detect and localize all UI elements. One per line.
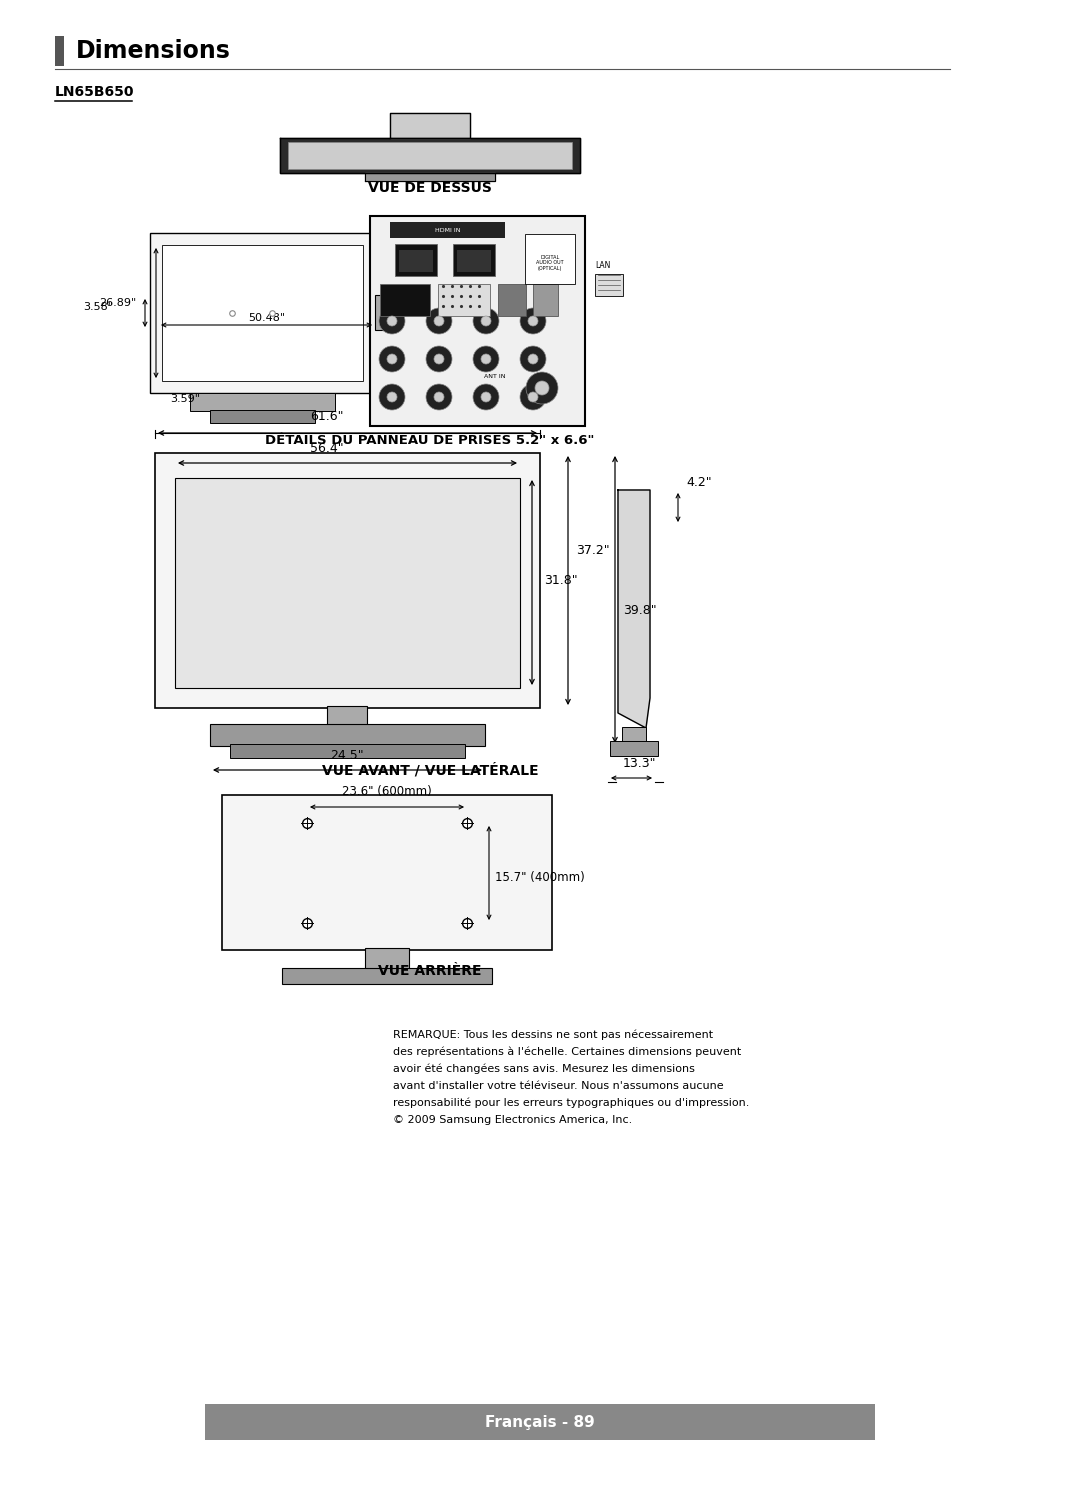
- Bar: [282, 969, 492, 984]
- Text: DÉTAILS DU PANNEAU DE PRISES 5.2" x 6.6": DÉTAILS DU PANNEAU DE PRISES 5.2" x 6.6": [266, 433, 595, 446]
- Text: 15.7" (400mm): 15.7" (400mm): [495, 872, 584, 884]
- Text: HDMI IN: HDMI IN: [435, 228, 461, 232]
- Text: Français - 89: Français - 89: [485, 1415, 595, 1430]
- Circle shape: [379, 384, 405, 411]
- Bar: [210, 725, 485, 745]
- Bar: [190, 393, 335, 411]
- Text: VUE AVANT / VUE LATÉRALE: VUE AVANT / VUE LATÉRALE: [322, 763, 538, 777]
- Polygon shape: [365, 173, 495, 182]
- Circle shape: [434, 391, 444, 402]
- Bar: [365, 948, 409, 970]
- Bar: [622, 728, 646, 743]
- Bar: [610, 741, 658, 756]
- Text: © 2009 Samsung Electronics America, Inc.: © 2009 Samsung Electronics America, Inc.: [393, 1115, 632, 1125]
- Bar: [525, 234, 575, 284]
- Circle shape: [528, 315, 538, 326]
- Text: ANT IN: ANT IN: [484, 373, 505, 378]
- Polygon shape: [390, 113, 470, 138]
- Text: 56.4": 56.4": [310, 442, 343, 455]
- Circle shape: [473, 308, 499, 333]
- Circle shape: [481, 354, 491, 365]
- Bar: [327, 705, 367, 726]
- Circle shape: [528, 354, 538, 365]
- Bar: [288, 141, 572, 170]
- Text: responsabilité pour les erreurs typographiques ou d'impression.: responsabilité pour les erreurs typograp…: [393, 1098, 750, 1109]
- Text: 24.5": 24.5": [330, 748, 364, 762]
- Text: 61.6": 61.6": [310, 411, 343, 423]
- Bar: [375, 295, 395, 330]
- Polygon shape: [618, 490, 650, 728]
- Circle shape: [519, 308, 546, 333]
- Bar: [210, 411, 315, 423]
- Circle shape: [481, 391, 491, 402]
- Bar: [162, 246, 363, 381]
- Circle shape: [387, 391, 397, 402]
- Circle shape: [473, 347, 499, 372]
- Polygon shape: [280, 138, 580, 173]
- Bar: [395, 244, 437, 275]
- Bar: [498, 284, 526, 315]
- Text: REMARQUE: Tous les dessins ne sont pas nécessairement: REMARQUE: Tous les dessins ne sont pas n…: [393, 1030, 713, 1040]
- Bar: [230, 744, 465, 757]
- Text: 3.59": 3.59": [170, 394, 200, 405]
- Bar: [55, 36, 64, 65]
- Bar: [453, 244, 495, 275]
- Circle shape: [426, 384, 453, 411]
- Bar: [595, 274, 623, 296]
- Text: 39.8": 39.8": [623, 604, 657, 618]
- Bar: [534, 284, 558, 315]
- Bar: [457, 250, 491, 272]
- Circle shape: [387, 354, 397, 365]
- Circle shape: [526, 372, 558, 405]
- Text: 26.89": 26.89": [99, 298, 137, 308]
- Text: 37.2": 37.2": [576, 545, 609, 558]
- Text: 23.6" (600mm): 23.6" (600mm): [342, 786, 432, 798]
- Circle shape: [519, 384, 546, 411]
- Bar: [205, 1405, 875, 1440]
- Circle shape: [387, 315, 397, 326]
- Text: LN65B650: LN65B650: [55, 85, 135, 100]
- Circle shape: [481, 315, 491, 326]
- Text: VUE DE DESSUS: VUE DE DESSUS: [368, 182, 491, 195]
- Bar: [380, 284, 430, 315]
- Bar: [390, 222, 505, 238]
- Bar: [150, 234, 375, 393]
- Bar: [156, 452, 540, 708]
- Text: Dimensions: Dimensions: [76, 39, 231, 62]
- Text: avoir été changées sans avis. Mesurez les dimensions: avoir été changées sans avis. Mesurez le…: [393, 1064, 694, 1074]
- Circle shape: [473, 384, 499, 411]
- Circle shape: [535, 381, 549, 394]
- Text: DIGITAL
AUDIO OUT
(OPTICAL): DIGITAL AUDIO OUT (OPTICAL): [536, 254, 564, 271]
- Text: LAN: LAN: [595, 262, 610, 271]
- Bar: [175, 478, 519, 687]
- Circle shape: [379, 308, 405, 333]
- Text: VUE ARRIÈRE: VUE ARRIÈRE: [378, 964, 482, 978]
- Bar: [222, 795, 552, 949]
- Circle shape: [379, 347, 405, 372]
- Text: des représentations à l'échelle. Certaines dimensions peuvent: des représentations à l'échelle. Certain…: [393, 1046, 741, 1058]
- Text: 4.2": 4.2": [686, 476, 712, 488]
- Text: avant d'installer votre téléviseur. Nous n'assumons aucune: avant d'installer votre téléviseur. Nous…: [393, 1080, 724, 1091]
- Text: 13.3": 13.3": [622, 757, 656, 769]
- Bar: [438, 284, 490, 315]
- Circle shape: [434, 315, 444, 326]
- Circle shape: [434, 354, 444, 365]
- Circle shape: [426, 347, 453, 372]
- Circle shape: [519, 347, 546, 372]
- Bar: [370, 216, 585, 426]
- Circle shape: [426, 308, 453, 333]
- Text: 50.48": 50.48": [248, 312, 285, 323]
- Text: 3.58": 3.58": [83, 302, 113, 312]
- Bar: [399, 250, 433, 272]
- Text: 31.8": 31.8": [544, 574, 578, 588]
- Circle shape: [528, 391, 538, 402]
